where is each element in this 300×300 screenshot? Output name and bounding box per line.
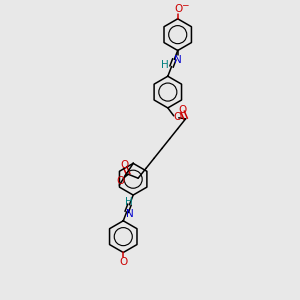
Text: O: O: [120, 160, 128, 170]
Text: −: −: [181, 0, 188, 9]
Text: O: O: [116, 176, 124, 186]
Text: O: O: [119, 257, 128, 267]
Text: N: N: [127, 208, 134, 219]
Text: O: O: [175, 4, 183, 14]
Text: N: N: [174, 55, 182, 64]
Text: O: O: [178, 105, 187, 115]
Text: H: H: [161, 60, 169, 70]
Text: H: H: [125, 197, 133, 207]
Text: O: O: [174, 112, 182, 122]
